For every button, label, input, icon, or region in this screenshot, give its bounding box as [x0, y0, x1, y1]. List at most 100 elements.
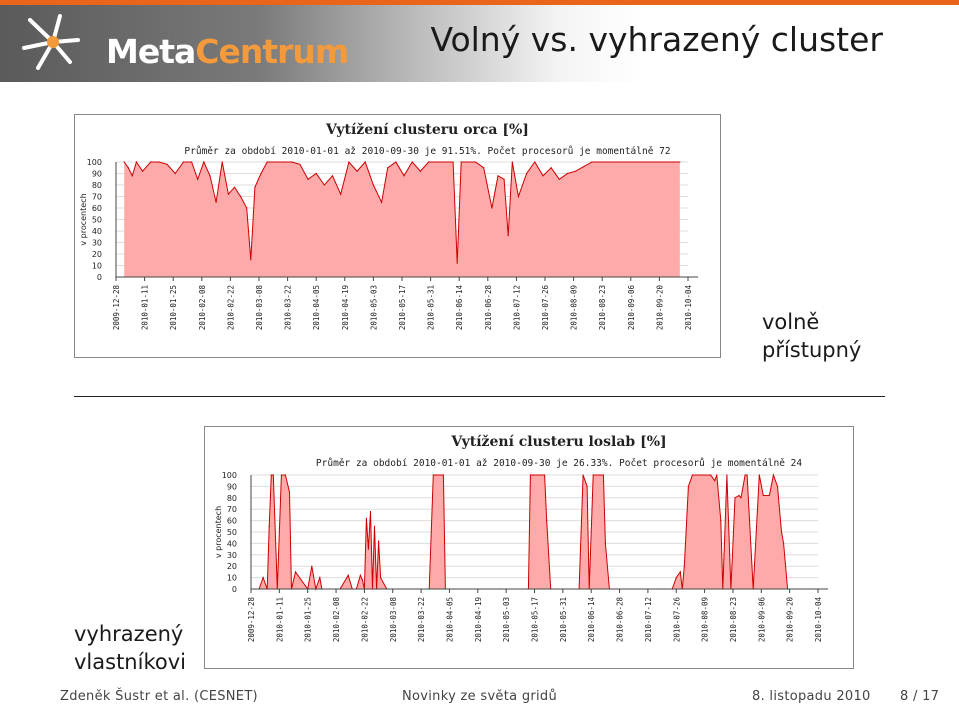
x-tick-label: 2010-08-23 [598, 285, 607, 330]
x-tick-label: 2010-04-05 [445, 597, 454, 642]
data-point [197, 178, 199, 180]
y-tick-label: 10 [92, 262, 102, 271]
x-tick-label: 2010-06-14 [455, 285, 464, 331]
data-point [640, 161, 642, 163]
chart-loslab-svg: Vytížení clusteru loslab [%] Průměr za ob… [204, 426, 854, 669]
data-point [282, 161, 285, 163]
x-tick-label: 2010-05-03 [502, 597, 511, 642]
x-tick-label: 2010-01-25 [169, 285, 178, 330]
x-tick-label: 2010-01-11 [275, 597, 284, 642]
data-point [758, 474, 760, 476]
star-logo-icon [22, 14, 80, 70]
data-point [726, 474, 728, 476]
data-point [250, 259, 252, 261]
slide-header: MetaCentrum Volný vs. vyhrazený cluster [0, 0, 959, 82]
y-tick-label: 70 [227, 505, 237, 514]
y-tick-label: 50 [92, 216, 102, 225]
data-point [254, 186, 256, 188]
x-tick-label: 2009-12-28 [247, 597, 256, 643]
data-point [648, 161, 650, 163]
data-point [284, 474, 287, 476]
series-line [123, 160, 680, 264]
x-tick-label: 2010-07-26 [541, 285, 550, 331]
label-free-access: volně přístupný [762, 308, 861, 364]
x-tick-label: 2010-05-31 [559, 597, 568, 642]
data-point [526, 172, 528, 175]
data-point [427, 161, 430, 163]
y-tick-label: 90 [227, 482, 237, 491]
chart-orca: Vytížení clusteru orca [%] Průměr za obdo… [74, 114, 721, 358]
data-point [466, 161, 468, 163]
header-accent-stripe [0, 0, 959, 5]
data-point [272, 474, 274, 476]
data-point [782, 542, 785, 544]
x-tick-label: 2010-06-28 [616, 597, 625, 643]
x-tick-label: 2010-08-09 [570, 285, 579, 330]
data-point [529, 474, 532, 476]
data-point [550, 167, 552, 169]
data-point [456, 262, 458, 264]
label-owned-line1: vyhrazený [74, 622, 184, 646]
data-point [307, 178, 309, 180]
data-point [546, 520, 548, 522]
data-point [233, 186, 236, 188]
data-point [288, 491, 291, 493]
data-point [582, 474, 584, 476]
data-point [158, 161, 160, 163]
y-tick-label: 70 [92, 193, 102, 202]
data-point [221, 161, 223, 163]
y-tick-label: 0 [97, 273, 102, 282]
chart-subtitle: Průměr za období 2010-01-01 až 2010-09-3… [316, 458, 802, 469]
data-point [127, 167, 129, 169]
y-tick-label: 90 [92, 170, 102, 179]
data-point [691, 474, 694, 476]
y-tick-label: 80 [227, 494, 237, 503]
data-point [679, 571, 681, 573]
data-point [673, 161, 675, 163]
data-point [240, 195, 242, 198]
data-point [442, 474, 444, 476]
x-tick-label: 2010-07-12 [644, 597, 653, 642]
data-point [664, 161, 667, 163]
x-tick-label: 2010-02-08 [332, 597, 341, 643]
data-point [599, 161, 601, 163]
data-point [395, 161, 397, 163]
data-point [227, 193, 229, 195]
y-tick-label: 40 [227, 539, 237, 548]
data-point [604, 542, 606, 544]
x-tick-label: 2010-09-20 [786, 597, 795, 643]
data-point [558, 178, 560, 180]
data-point [734, 497, 736, 499]
slide-footer: Zdeněk Šustr et al. (CESNET) Novinky ze … [0, 686, 959, 710]
y-tick-label: 30 [92, 239, 102, 248]
data-point [369, 510, 372, 513]
data-point [268, 525, 270, 527]
x-tick-label: 2010-06-14 [587, 597, 596, 643]
data-point [319, 577, 321, 579]
x-tick-label: 2010-09-06 [627, 285, 636, 331]
x-tick-label: 2010-06-28 [484, 285, 493, 331]
x-tick-label: 2009-12-28 [112, 285, 121, 331]
data-point [359, 574, 361, 576]
data-point [190, 161, 193, 163]
data-point [419, 170, 421, 172]
x-tick-label: 2010-09-06 [757, 597, 766, 643]
data-point [131, 175, 133, 177]
data-point [716, 474, 718, 476]
data-point [531, 474, 534, 476]
chart-title: Vytížení clusteru orca [%] [325, 122, 529, 138]
label-free-line1: volně [762, 310, 820, 334]
data-point [460, 161, 462, 163]
data-point [586, 485, 588, 487]
x-tick-label: 2010-05-03 [369, 285, 378, 330]
data-point [566, 172, 569, 175]
data-point [483, 167, 485, 169]
data-point [348, 161, 350, 163]
data-point [141, 170, 144, 172]
chart-title: Vytížení clusteru loslab [%] [450, 434, 666, 450]
data-point [511, 161, 513, 163]
data-point [687, 485, 689, 487]
data-point [380, 577, 382, 579]
x-tick-label: 2010-03-22 [417, 597, 426, 642]
slide-title: Volný vs. vyhrazený cluster [430, 20, 883, 59]
